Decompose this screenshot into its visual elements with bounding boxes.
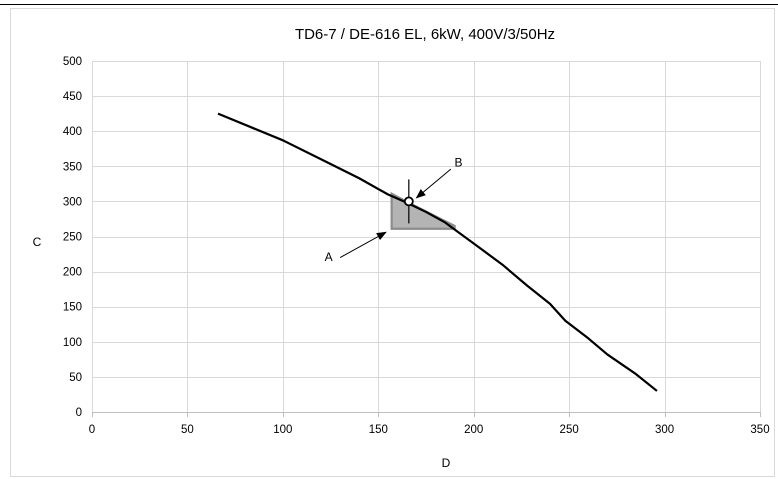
annotation-label: B: [454, 155, 462, 169]
x-tick-label: 100: [273, 424, 292, 436]
y-tick-label: 500: [63, 56, 82, 68]
annotation-arrow: [339, 231, 387, 258]
x-tick-label: 0: [89, 424, 95, 436]
tick-labels: 0 50 100 150 200 250 300 350 400 450 500 0 50 100 150 2…: [63, 56, 770, 436]
y-tick-label: 450: [63, 91, 82, 103]
x-tick-label: 300: [655, 424, 674, 436]
x-tick-label: 250: [560, 424, 579, 436]
y-tick-label: 350: [63, 161, 82, 173]
chart-title: TD6-7 / DE-616 EL, 6kW, 400V/3/50Hz: [295, 26, 555, 43]
y-tick-label: 150: [63, 302, 82, 314]
operating-point-marker: [403, 196, 414, 207]
annotation-arrow: [415, 168, 452, 199]
annotation-layer: AB: [325, 155, 463, 264]
chart-border: [10, 8, 775, 477]
y-tick-label: 400: [63, 126, 82, 138]
x-axis-label: D: [442, 456, 451, 470]
y-tick-label: 100: [63, 337, 82, 349]
series-layer: [217, 112, 658, 392]
x-tick-label: 350: [750, 424, 769, 436]
y-tick-label: 50: [69, 372, 82, 384]
y-axis-label: C: [33, 235, 42, 249]
x-tick-label: 50: [181, 424, 194, 436]
series-line: [217, 112, 658, 392]
y-tick-label: 300: [63, 196, 82, 208]
y-tick-label: 250: [63, 232, 82, 244]
x-tick-label: 150: [369, 424, 388, 436]
x-tick-label: 200: [464, 424, 483, 436]
y-tick-label: 200: [63, 267, 82, 279]
grid: [92, 61, 761, 417]
annotation-label: A: [325, 250, 333, 264]
y-tick-label: 0: [76, 407, 82, 419]
